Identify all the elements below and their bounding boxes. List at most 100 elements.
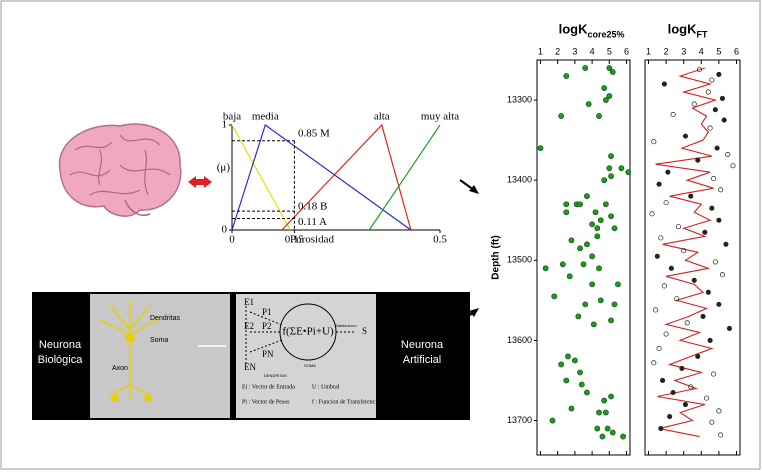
point (584, 241, 590, 248)
brain (58, 123, 182, 217)
point (667, 413, 673, 420)
point (714, 145, 720, 151)
series-label: media (252, 111, 279, 123)
point (582, 301, 589, 308)
point (695, 353, 701, 360)
point (656, 345, 662, 351)
point (602, 97, 609, 103)
panel (536, 59, 631, 456)
point (660, 377, 666, 384)
x-tick-label: 4 (590, 46, 595, 56)
point (625, 169, 632, 176)
point (609, 429, 616, 436)
point (577, 369, 583, 376)
x-tick-label: 0 (229, 234, 235, 246)
y-tick-label: 13500 (507, 255, 532, 265)
point (711, 176, 717, 182)
x-tick-label: 3 (572, 46, 577, 56)
artificial-panel (236, 294, 376, 418)
input-label: PN (262, 349, 274, 359)
point (608, 213, 614, 220)
point (691, 101, 697, 107)
point (711, 371, 717, 377)
point (691, 277, 697, 283)
point (665, 169, 671, 175)
point (658, 426, 664, 432)
panel-title: logK (668, 21, 697, 36)
point (585, 101, 592, 107)
point (578, 381, 585, 388)
point (670, 111, 676, 118)
input-label: P1 (262, 307, 272, 317)
point (712, 107, 718, 113)
point (723, 241, 729, 247)
point (661, 283, 667, 289)
point (718, 187, 724, 193)
point (656, 181, 662, 187)
soma: SOMA (304, 363, 316, 368)
band-label: Artificial (403, 354, 442, 366)
point (618, 165, 625, 172)
point (606, 165, 613, 172)
point (695, 157, 701, 163)
point (608, 173, 614, 180)
point (721, 117, 727, 123)
annotation: 0.18 B (298, 201, 327, 213)
band-label: Biológica (38, 354, 84, 366)
band-label: Neurona (401, 339, 444, 351)
membership-line (231, 124, 291, 231)
point (601, 397, 608, 404)
y-tick-label: 13300 (507, 94, 532, 104)
point (563, 209, 570, 216)
point (684, 320, 690, 326)
point (584, 389, 590, 396)
point (582, 65, 589, 71)
point (705, 89, 711, 95)
output: S (362, 326, 367, 336)
membership-line (368, 124, 441, 231)
point (682, 133, 689, 139)
x-tick-label: 5 (716, 46, 721, 56)
point (563, 377, 570, 384)
x-tick-label: 0.5 (433, 234, 447, 246)
point (604, 425, 611, 432)
input-label: E2 (244, 321, 254, 331)
band-label: Neurona (39, 339, 82, 351)
x-tick-label: 1 (646, 46, 651, 56)
double-arrow (188, 176, 212, 188)
point (594, 233, 601, 240)
legend-entry: U : Umbral (312, 384, 340, 390)
x-tick-label: 5 (607, 46, 612, 56)
point (551, 293, 558, 300)
point (716, 301, 722, 307)
point (608, 393, 614, 400)
point (702, 229, 708, 235)
point (696, 67, 703, 73)
dendritas: DENDRITAS (264, 373, 287, 378)
y-tick-label: 13600 (507, 335, 532, 345)
artificial-drawing (245, 303, 356, 366)
point (606, 65, 613, 71)
point (718, 432, 724, 438)
y-axis-label: Depth (ft) (491, 235, 502, 279)
point (597, 217, 604, 224)
point (651, 139, 657, 145)
point (571, 357, 578, 364)
arrow-head (469, 185, 479, 194)
point (651, 360, 657, 366)
point (658, 235, 664, 241)
point (707, 125, 713, 131)
point (712, 259, 718, 265)
point (608, 317, 614, 324)
legend-entry: Pi : Vector de Pesos (242, 399, 290, 405)
series-label: baja (223, 111, 241, 123)
point (606, 93, 613, 99)
point (584, 193, 590, 200)
point (707, 337, 713, 343)
point (542, 265, 549, 272)
point (602, 201, 609, 208)
y-tick-label: 1 (222, 119, 228, 131)
point (594, 425, 601, 432)
panel-title: logK (559, 21, 588, 36)
neuron-drawing (99, 300, 161, 402)
